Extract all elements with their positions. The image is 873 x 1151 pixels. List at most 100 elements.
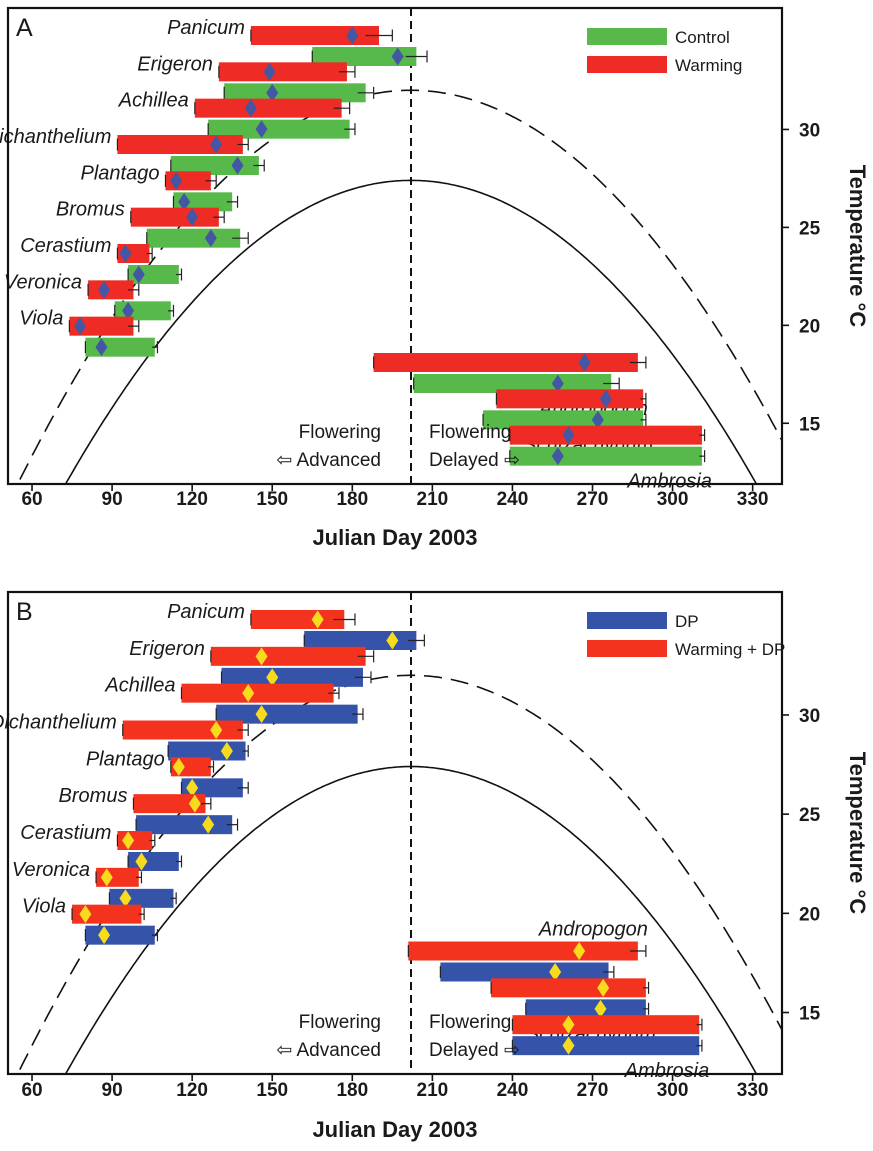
mean-diamond: [551, 447, 564, 466]
bar-warming: [88, 280, 134, 300]
bar-warming: [496, 389, 644, 409]
species-plantago: Plantago: [81, 162, 239, 212]
species-label: Viola: [22, 896, 66, 918]
mean-diamond: [100, 868, 113, 887]
bar-warming-dp: [133, 794, 206, 814]
bar-dp: [440, 962, 609, 982]
bar-warming: [250, 26, 379, 45]
legend-swatch: [587, 28, 667, 45]
y-tick-label: 25: [799, 218, 821, 239]
mean-diamond: [599, 389, 612, 408]
mean-diamond: [178, 192, 191, 211]
species-label: Cerastium: [20, 822, 111, 844]
x-tick-label: 60: [21, 489, 42, 510]
flowering-advanced-line2: ⇦ Advanced: [276, 1040, 381, 1061]
legend-label: Warming + DP: [675, 640, 785, 659]
bar-warming: [130, 207, 219, 227]
bar-warming-dp: [491, 978, 646, 998]
legend-swatch: [587, 56, 667, 73]
species-label: Andropogon: [538, 919, 648, 941]
mean-diamond: [119, 244, 132, 263]
mean-diamond: [172, 757, 185, 776]
flowering-delayed-line1: Flowering: [429, 422, 511, 443]
bar-warming-dp: [122, 720, 243, 740]
mean-diamond: [188, 794, 201, 813]
flowering-delayed-line2: Delayed ⇨: [429, 450, 520, 471]
species-dichanthelium: Dichanthelium: [0, 712, 249, 761]
y-axis-title: Temperature °C: [845, 165, 870, 328]
x-tick-label: 120: [176, 1080, 208, 1101]
bar-dp: [181, 778, 243, 798]
x-tick-label: 330: [737, 489, 769, 510]
species-label: Ambrosia: [626, 471, 711, 493]
species-bromus: Bromus: [56, 199, 249, 248]
species-label: Bromus: [56, 199, 125, 221]
bar-warming: [218, 62, 347, 82]
mean-diamond: [98, 280, 111, 299]
bar-control: [413, 374, 612, 393]
bar-warming: [509, 425, 702, 445]
species-label: Veronica: [12, 859, 90, 881]
x-tick-label: 180: [336, 1080, 368, 1101]
solid-temperature-curve: [64, 765, 758, 1074]
bar-warming-dp: [72, 904, 142, 924]
species-andropogon: Andropogon: [407, 919, 648, 982]
mean-diamond: [210, 721, 223, 739]
mean-diamond: [386, 631, 399, 650]
species-label: Plantago: [81, 162, 160, 184]
mean-diamond: [263, 62, 276, 81]
mean-diamond: [74, 317, 87, 336]
bar-control: [483, 410, 644, 430]
x-tick-label: 210: [417, 489, 449, 510]
mean-diamond: [266, 83, 279, 102]
species-label: Achillea: [104, 675, 175, 697]
legend-label: Warming: [675, 56, 742, 75]
panel-a: Panicum Erigeron Achillea Dichanthelium Plan…: [0, 6, 870, 550]
solid-temperature-curve: [64, 179, 758, 484]
mean-diamond: [98, 926, 111, 945]
x-tick-label: 300: [657, 1080, 689, 1101]
species-label: Viola: [19, 308, 63, 330]
species-label: Plantago: [86, 748, 165, 770]
flowering-advanced-line2: ⇦ Advanced: [276, 450, 381, 471]
species-achillea: Achillea: [118, 90, 356, 139]
mean-diamond: [186, 208, 199, 227]
bar-dp: [216, 704, 358, 724]
x-tick-label: 120: [176, 489, 208, 510]
panel-b: Panicum Erigeron Achillea Dichanthelium Plan…: [0, 590, 870, 1142]
mean-diamond: [186, 778, 199, 797]
x-tick-label: 150: [256, 489, 288, 510]
mean-diamond: [255, 647, 268, 666]
x-tick-label: 90: [102, 1080, 123, 1101]
x-tick-label: 150: [256, 1080, 288, 1101]
bar-dp: [512, 1036, 700, 1056]
x-tick-label: 270: [577, 489, 609, 510]
x-tick-label: 270: [577, 1080, 609, 1101]
flowering-delayed-line1: Flowering: [429, 1012, 511, 1033]
mean-diamond: [346, 26, 359, 45]
species-erigeron: Erigeron: [129, 638, 375, 687]
mean-diamond: [170, 171, 183, 190]
x-tick-label: 60: [21, 1080, 42, 1101]
species-schizachyrium: Schizachyrium: [490, 978, 656, 1045]
legend-label: Control: [675, 28, 730, 47]
flowering-delayed-line2: Delayed ⇨: [429, 1040, 520, 1061]
mean-diamond: [266, 668, 279, 687]
bar-control: [312, 47, 417, 66]
bar-control: [509, 446, 702, 466]
mean-diamond: [132, 265, 145, 284]
mean-diamond: [562, 426, 575, 445]
species-label: Cerastium: [20, 235, 111, 257]
y-tick-label: 20: [799, 904, 820, 925]
species-panicum: Panicum: [167, 17, 428, 66]
x-tick-label: 300: [657, 489, 689, 510]
panel-letter: B: [16, 598, 33, 626]
mean-diamond: [562, 1036, 575, 1055]
legend-swatch: [587, 612, 667, 629]
species-ambrosia: Ambrosia: [511, 1015, 709, 1082]
species-cerastium: Cerastium: [20, 822, 183, 871]
bar-control: [208, 119, 350, 139]
mean-diamond: [311, 610, 324, 629]
y-axis-title: Temperature °C: [845, 752, 870, 915]
bar-warming: [373, 353, 638, 372]
